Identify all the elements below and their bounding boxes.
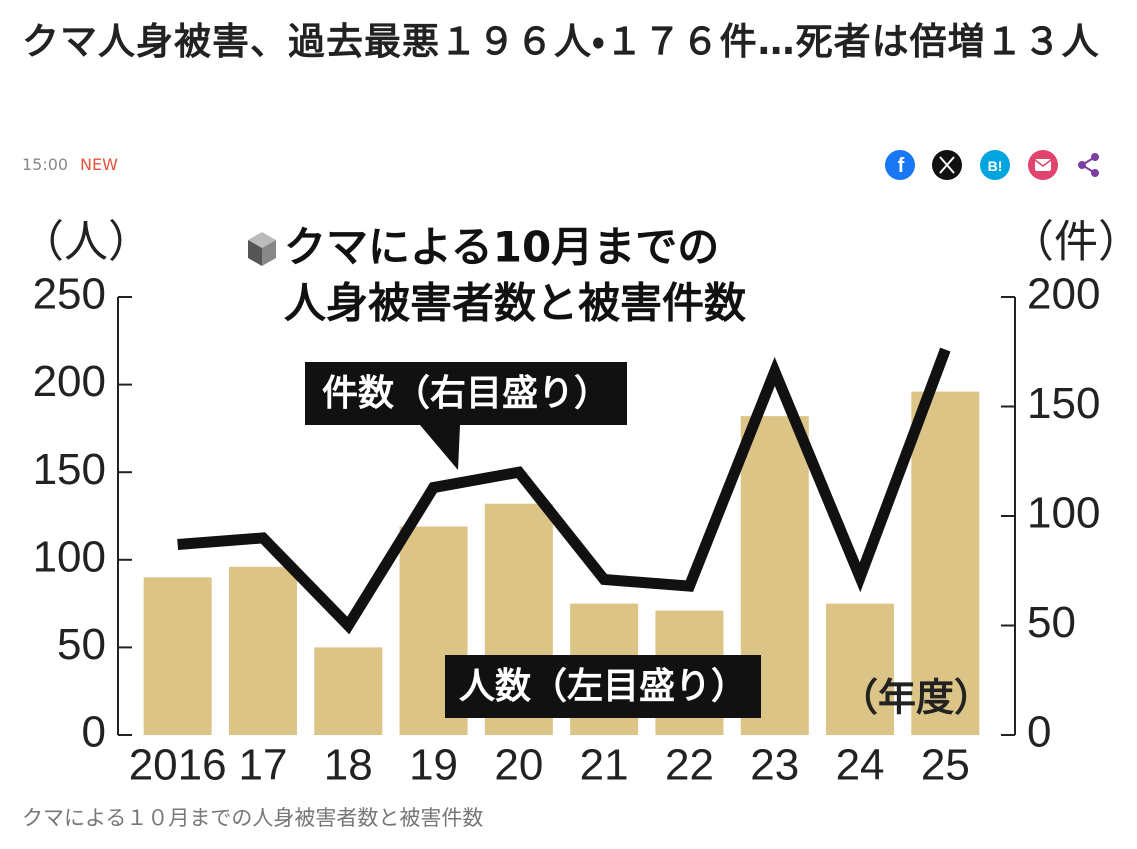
y2-tick-label: 0 [1027, 708, 1051, 757]
share-buttons: f B! [885, 150, 1099, 180]
cube-icon [248, 232, 276, 266]
x-tick-label: 17 [238, 741, 287, 790]
hatena-button[interactable]: B! [980, 150, 1010, 180]
series-label: 人数（左目盛り） [459, 666, 747, 707]
bar [143, 577, 212, 735]
x-tick-label: 24 [836, 741, 885, 790]
annotation-box [305, 362, 627, 425]
x-button[interactable] [932, 150, 962, 180]
chart-title: クマによる10月までの [284, 223, 719, 272]
facebook-label: f [898, 155, 905, 177]
y2-tick-label: 50 [1027, 598, 1076, 647]
y2-tick-label: 150 [1027, 379, 1100, 428]
bar [826, 603, 895, 735]
y2-tick-label: 200 [1027, 270, 1100, 319]
y-tick-label: 150 [33, 445, 106, 494]
y2-unit: （件） [1010, 218, 1137, 267]
y-tick-label: 100 [33, 532, 106, 581]
time: 15:00 [22, 155, 69, 174]
x-unit: （年度） [840, 676, 992, 720]
y-tick-label: 250 [33, 270, 106, 319]
new-badge: NEW [80, 155, 118, 174]
caption: クマによる１０月までの人身被害者数と被害件数 [22, 806, 484, 830]
bar [314, 647, 383, 735]
y-unit: （人） [20, 218, 152, 267]
line-series [177, 347, 951, 635]
x-tick-label: 2016 [129, 741, 227, 790]
facebook-button[interactable]: f [885, 150, 915, 180]
x-tick-label: 23 [750, 741, 799, 790]
bar [911, 391, 980, 735]
annotation-box [445, 655, 761, 718]
y-tick-label: 50 [57, 620, 106, 669]
x-tick-label: 18 [324, 741, 373, 790]
y2-tick-label: 100 [1027, 489, 1100, 538]
x-tick-label: 25 [921, 741, 970, 790]
x-tick-label: 19 [409, 741, 458, 790]
headline: クマ人身被害、過去最悪１９６人・１７６件…死者は倍増１３人 [22, 20, 1100, 63]
annotation-pointer [420, 425, 460, 470]
y-tick-label: 0 [82, 708, 106, 757]
x-tick-label: 20 [494, 741, 543, 790]
bar [228, 566, 297, 735]
share-button[interactable] [1078, 153, 1099, 177]
x-tick-label: 21 [580, 741, 629, 790]
chart: 0 50 100 150 200 250 0 50 100 150 200 2016 17 18 19 20 2… [20, 218, 1137, 790]
chart-title: 人身被害者数と被害件数 [284, 279, 746, 328]
y-tick-label: 200 [33, 357, 106, 406]
hatena-label: B! [988, 158, 1003, 174]
x-tick-label: 22 [665, 741, 714, 790]
series-label: 件数（右目盛り） [322, 373, 610, 414]
mail-button[interactable] [1028, 150, 1058, 180]
